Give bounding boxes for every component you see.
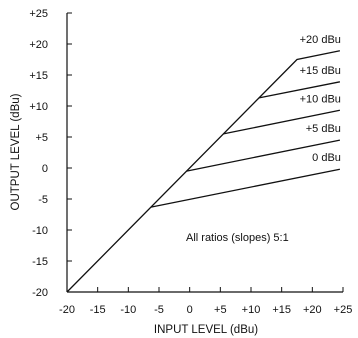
x-tick-label: -5 — [154, 304, 164, 316]
x-axis-ticks: -20 -15 -10 -5 0 +5 +10 +15 +20 +25 — [59, 287, 352, 316]
ratio-annotation: All ratios (slopes) 5:1 — [186, 232, 289, 244]
x-tick-label: -10 — [120, 304, 136, 316]
x-tick-label: +20 — [303, 304, 322, 316]
x-tick-label: +15 — [272, 304, 291, 316]
curve-line — [150, 168, 341, 208]
y-tick-label: -15 — [32, 256, 48, 268]
y-axis-title: OUTPUT LEVEL (dBu) — [10, 93, 22, 210]
x-tick-label: -20 — [59, 304, 75, 316]
y-tick-label: +5 — [35, 132, 48, 144]
curves — [66, 50, 341, 293]
curve-line — [66, 50, 341, 293]
x-tick-label: -15 — [90, 304, 106, 316]
curve-line — [186, 139, 341, 172]
x-tick-label: 0 — [187, 304, 193, 316]
y-tick-label: -10 — [32, 225, 48, 237]
curve-line — [223, 109, 341, 135]
x-tick-label: +10 — [242, 304, 261, 316]
y-tick-label: +15 — [29, 70, 48, 82]
curve-label: +10 dBu — [300, 93, 341, 105]
y-tick-label: -20 — [32, 287, 48, 299]
curve-label: +5 dBu — [306, 123, 341, 135]
curve-label: +15 dBu — [300, 65, 341, 77]
y-tick-label: +25 — [29, 8, 48, 20]
y-tick-label: +10 — [29, 101, 48, 113]
x-tick-label: +5 — [214, 304, 227, 316]
y-tick-label: +20 — [29, 39, 48, 51]
curve-label: +20 dBu — [300, 34, 341, 46]
curve-line — [258, 81, 341, 99]
y-axis-ticks: -20 -15 -10 -5 0 +5 +10 +15 +20 +25 — [29, 8, 72, 299]
x-tick-label: +25 — [334, 304, 353, 316]
series-labels: +20 dBu +15 dBu +10 dBu +5 dBu 0 dBu — [300, 34, 341, 164]
y-tick-label: -5 — [38, 194, 48, 206]
y-tick-label: 0 — [42, 163, 48, 175]
curve-label: 0 dBu — [312, 152, 341, 164]
x-axis-title: INPUT LEVEL (dBu) — [154, 324, 258, 336]
